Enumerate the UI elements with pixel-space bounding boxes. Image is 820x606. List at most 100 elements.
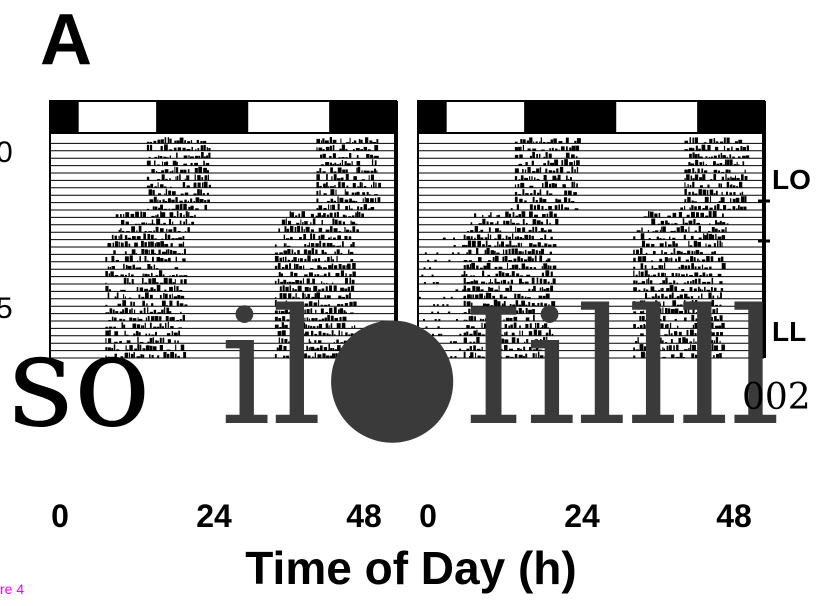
activity-bar (710, 287, 713, 292)
activity-bar (529, 176, 531, 181)
activity-bar (670, 223, 674, 225)
activity-bar (497, 301, 501, 307)
activity-bar (719, 315, 723, 321)
activity-bar (330, 167, 333, 173)
activity-bar (137, 317, 139, 321)
activity-bar (501, 338, 505, 344)
activity-bar (512, 304, 516, 307)
activity-bar (469, 356, 472, 358)
activity-bar (654, 213, 658, 218)
activity-bar (139, 341, 144, 344)
activity-bar (188, 206, 191, 210)
activity-bar (183, 275, 188, 277)
activity-bar (344, 161, 347, 166)
activity-bar (669, 285, 674, 292)
activity-bar (355, 147, 360, 151)
activity-bar (514, 293, 517, 299)
activity-bar (189, 215, 194, 218)
activity-bar (366, 153, 370, 159)
activity-bar (481, 322, 483, 329)
activity-bar (111, 265, 115, 270)
activity-bar (525, 317, 530, 321)
activity-bar (146, 303, 148, 307)
activity-bar (544, 230, 547, 233)
activity-bar (633, 347, 635, 351)
activity-bar (165, 316, 169, 321)
activity-bar (715, 336, 719, 344)
activity-bar (711, 299, 715, 307)
activity-bar (336, 323, 341, 329)
activity-bar (122, 309, 125, 314)
activity-bar (672, 241, 675, 247)
activity-bar (540, 137, 542, 144)
activity-bar (529, 323, 532, 329)
activity-bar (421, 274, 424, 277)
activity-bar (352, 241, 355, 247)
activity-bar (207, 174, 209, 181)
activity-bar (541, 325, 544, 329)
activity-bar (723, 205, 727, 210)
activity-bar (463, 260, 468, 262)
activity-bar (108, 326, 113, 329)
activity-bar (504, 255, 508, 262)
activity-bar (687, 250, 691, 255)
activity-bar (314, 348, 317, 351)
activity-bar (530, 193, 533, 196)
activity-bar (489, 234, 492, 240)
activity-bar (662, 356, 666, 358)
activity-bar (694, 206, 697, 210)
activity-bar (514, 176, 518, 181)
activity-bar (173, 285, 176, 292)
activity-bar (511, 248, 515, 255)
activity-bar (485, 332, 489, 336)
activity-bar (498, 266, 503, 270)
activity-bar (697, 153, 700, 159)
activity-bar (377, 197, 381, 203)
activity-bar (130, 301, 133, 307)
activity-bar (288, 341, 290, 344)
activity-bar (291, 302, 295, 307)
activity-bar (375, 182, 377, 188)
activity-bar (665, 324, 667, 329)
activity-bar (169, 186, 172, 188)
activity-bar (480, 237, 484, 240)
activity-bar (723, 137, 726, 144)
activity-bar (168, 149, 173, 151)
activity-bar (310, 229, 314, 233)
activity-bar (298, 333, 303, 336)
activity-bar (518, 146, 521, 151)
activity-bar (432, 282, 435, 284)
activity-bar (194, 174, 196, 181)
activity-bar (316, 208, 319, 210)
activity-bar (552, 278, 556, 284)
activity-bar (639, 325, 643, 329)
activity-bar (711, 316, 713, 321)
activity-bar (206, 192, 209, 196)
activity-bar (332, 163, 335, 166)
activity-bar (476, 348, 481, 351)
activity-bar (487, 315, 490, 321)
activity-bar (320, 164, 324, 166)
activity-bar (170, 249, 173, 255)
activity-bar (703, 348, 708, 351)
activity-bar (720, 197, 725, 203)
activity-bar (157, 326, 160, 329)
activity-bar (708, 292, 712, 299)
activity-bar (647, 297, 651, 299)
activity-bar (372, 181, 375, 188)
activity-bar (333, 307, 337, 314)
activity-bar (736, 177, 740, 181)
activity-bar (301, 211, 306, 218)
activity-bar (713, 138, 716, 144)
activity-bar (547, 258, 551, 262)
activity-bar (562, 184, 566, 188)
activity-bar (322, 332, 326, 336)
activity-bar (547, 281, 550, 284)
activity-bar (154, 238, 157, 240)
activity-bar (171, 170, 174, 173)
activity-bar (701, 259, 706, 262)
activity-bar (671, 272, 674, 277)
activity-bar (139, 310, 143, 314)
activity-bar (496, 349, 500, 351)
activity-bar (514, 353, 518, 358)
